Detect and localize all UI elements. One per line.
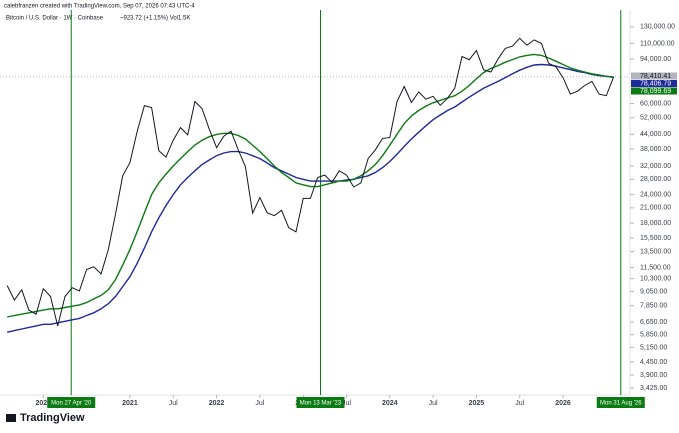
y-tick-label: 5,850.00 bbox=[640, 332, 667, 339]
logo: TradingView bbox=[6, 412, 85, 424]
y-tick-label: 130,000.00 bbox=[640, 24, 675, 31]
x-tick-label: Jul bbox=[169, 400, 178, 407]
y-tick-label: 11,500.00 bbox=[640, 265, 671, 272]
y-tick-label: 5,150.00 bbox=[640, 344, 667, 351]
y-tick-label: 6,650.00 bbox=[640, 319, 667, 326]
chart-title: Bitcoin / U.S. Dollar · 1W · Coinbase bbox=[6, 16, 104, 22]
marker-label: Mon 27 Apr '20 bbox=[51, 401, 92, 407]
x-tick-label: Jul bbox=[255, 400, 264, 407]
y-tick-label: 13,500.00 bbox=[640, 249, 671, 256]
last-value-label: 78,099.69 bbox=[640, 88, 671, 95]
last-value-box bbox=[631, 87, 677, 95]
y-tick-label: 52,000.00 bbox=[640, 115, 671, 122]
y-tick-label: 10,300.00 bbox=[640, 275, 671, 282]
marker-label-box bbox=[47, 397, 96, 408]
x-tick-label: Jul bbox=[429, 400, 438, 407]
last-value-label: 78,406.79 bbox=[640, 80, 671, 87]
series-line bbox=[7, 53, 614, 318]
x-tick-label: 2026 bbox=[555, 400, 571, 407]
logo-mark bbox=[6, 414, 16, 422]
x-tick-label: 2021 bbox=[122, 400, 138, 407]
marker-label: Mon 13 Mar '23 bbox=[300, 401, 342, 407]
y-tick-label: 32,000.00 bbox=[640, 163, 671, 170]
marker-label-box bbox=[296, 397, 345, 408]
y-tick-label: 9,050.00 bbox=[640, 288, 667, 295]
x-tick-label: 2022 bbox=[209, 400, 225, 407]
x-tick-label: Jul bbox=[342, 400, 351, 407]
last-value-box bbox=[631, 72, 677, 80]
last-value-label: 78,410.41 bbox=[640, 73, 671, 80]
y-tick-label: 3,900.00 bbox=[640, 372, 667, 379]
y-tick-label: 24,000.00 bbox=[640, 191, 671, 198]
series-line bbox=[6, 37, 615, 327]
series-line bbox=[7, 63, 614, 333]
chart-subtitle: ~923.72 (+1.15%) Vol1.5K bbox=[120, 16, 190, 22]
x-tick-label: 2024 bbox=[382, 400, 398, 407]
y-tick-label: 15,500.00 bbox=[640, 235, 671, 242]
marker-label-box bbox=[596, 397, 645, 408]
y-tick-label: 28,000.00 bbox=[640, 176, 671, 183]
y-tick-label: 44,000.00 bbox=[640, 131, 671, 138]
x-tick-label: Jul bbox=[515, 400, 524, 407]
marker-label: Mon 31 Aug '26 bbox=[600, 401, 642, 407]
y-tick-label: 38,000.00 bbox=[640, 146, 671, 153]
y-tick-label: 4,450.00 bbox=[640, 359, 667, 366]
y-tick-label: 110,000.00 bbox=[640, 40, 675, 47]
y-tick-label: 18,000.00 bbox=[640, 220, 671, 227]
y-tick-label: 3,425.00 bbox=[640, 385, 667, 392]
y-tick-label: 94,000.00 bbox=[640, 56, 671, 63]
footer: TradingView bbox=[20, 412, 85, 424]
x-tick-label: 2020 bbox=[36, 400, 52, 407]
y-tick-label: 7,850.00 bbox=[640, 302, 667, 309]
x-tick-label: 2025 bbox=[469, 400, 485, 407]
y-tick-label: 60,000.00 bbox=[640, 100, 671, 107]
last-value-box bbox=[631, 80, 677, 87]
header: calebfranzen created with TradingView.co… bbox=[4, 4, 195, 10]
y-tick-label: 21,000.00 bbox=[640, 205, 671, 212]
